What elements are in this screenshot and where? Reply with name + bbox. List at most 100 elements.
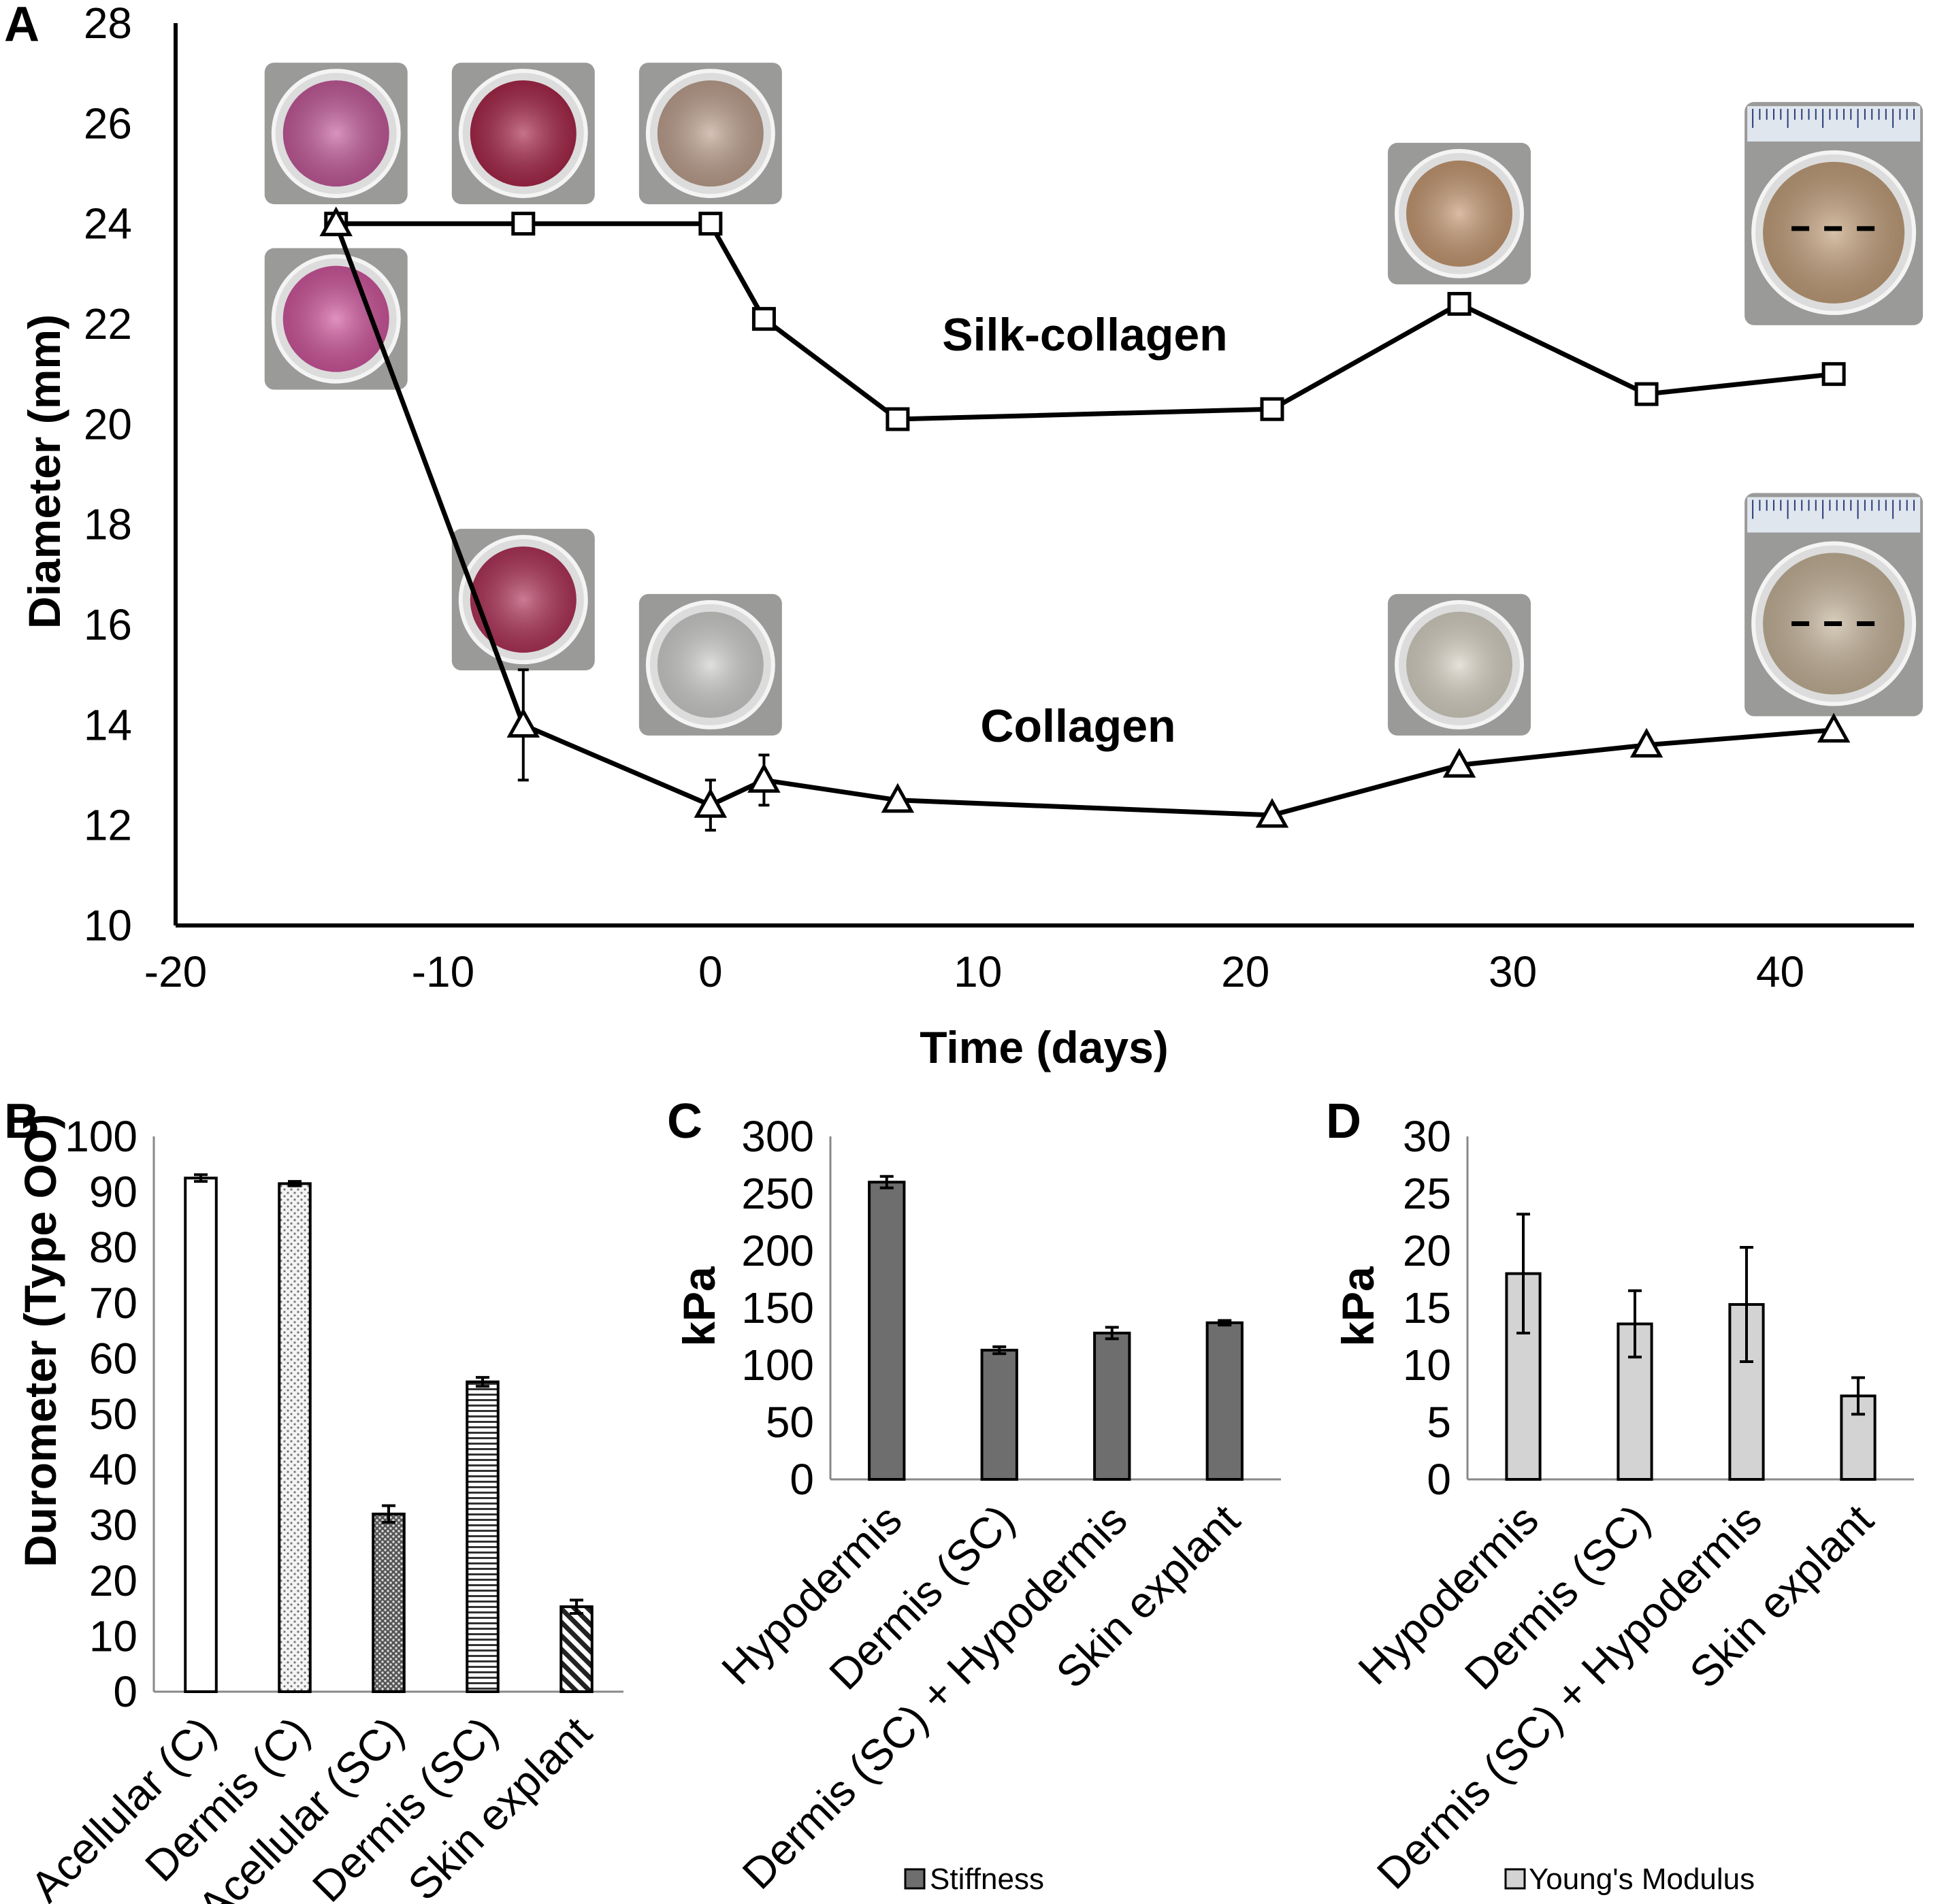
data-point xyxy=(1260,397,1284,421)
legend-label-youngs-modulus: Young's Modulus xyxy=(1529,1862,1755,1896)
y-tick-label: 20 xyxy=(89,1556,137,1605)
y-tick-label: 15 xyxy=(1403,1283,1451,1332)
y-tick-label: 50 xyxy=(89,1390,137,1439)
well-shading xyxy=(657,611,764,718)
c-photo-day-42 xyxy=(1744,493,1923,717)
y-tick-label: 10 xyxy=(1403,1341,1451,1390)
data-point xyxy=(1821,362,1846,387)
panel-b-y-axis-title: Durometer (Type OO) xyxy=(15,1114,65,1567)
legend-stiffness: Stiffness xyxy=(904,1862,1044,1896)
panel-label-c: C xyxy=(667,1094,702,1149)
data-point xyxy=(694,788,728,818)
panel-a-x-tick-label: 30 xyxy=(1489,947,1537,996)
data-point xyxy=(751,307,776,331)
y-tick-label: 300 xyxy=(741,1112,814,1161)
data-point xyxy=(886,407,910,431)
series-silk-collagen xyxy=(324,212,1846,431)
sc-photo-day-minus7 xyxy=(451,63,595,205)
sc-photo-day-42 xyxy=(1744,101,1923,325)
y-tick-label: 10 xyxy=(89,1611,137,1660)
panel-a-series xyxy=(319,206,1851,832)
well-shading xyxy=(1763,161,1905,303)
panel-a-y-tick-label: 14 xyxy=(84,700,132,749)
well-shading xyxy=(1406,160,1513,267)
panel-a-y-tick-label: 24 xyxy=(84,199,132,248)
y-tick-label: 80 xyxy=(89,1223,137,1272)
y-tick-label: 40 xyxy=(89,1445,137,1494)
bar-skin-explant xyxy=(1205,1321,1244,1481)
panel-a-x-tick-label: -20 xyxy=(144,947,208,996)
y-tick-label: 30 xyxy=(89,1500,137,1549)
well-shading xyxy=(282,80,389,187)
series-collagen xyxy=(319,206,1851,832)
y-tick-label: 0 xyxy=(790,1455,814,1504)
bar-dermis-sc-hypodermis xyxy=(1093,1331,1131,1481)
panel-a-x-tick-label: 10 xyxy=(954,947,1002,996)
panel-a-y-tick-label: 18 xyxy=(84,500,132,549)
panel-c-y-axis-title: kPa xyxy=(674,1266,724,1347)
y-tick-label: 200 xyxy=(741,1226,814,1275)
bar-hypodermis xyxy=(868,1181,906,1481)
bar-acellular-c xyxy=(184,1177,218,1693)
y-tick-label: 90 xyxy=(89,1168,137,1217)
panel-a-y-tick-label: 12 xyxy=(84,801,132,850)
series-label-collagen: Collagen xyxy=(980,700,1175,752)
data-point xyxy=(747,763,781,793)
y-tick-label: 150 xyxy=(741,1283,814,1332)
bar-dermis-sc xyxy=(980,1349,1018,1481)
data-point xyxy=(1442,748,1476,778)
well-shading xyxy=(657,80,764,187)
bar-dermis-sc xyxy=(1617,1322,1653,1481)
c-photo-day-28 xyxy=(1388,593,1531,736)
panel-a-y-tick-label: 28 xyxy=(84,0,132,48)
panel-a-x-axis-title: Time (days) xyxy=(920,1022,1169,1072)
sc-photo-day-0 xyxy=(638,63,782,205)
c-photo-day-minus14 xyxy=(264,248,408,390)
well-shading xyxy=(470,80,577,187)
data-point xyxy=(511,212,536,236)
panel-d-y-axis-title: kPa xyxy=(1333,1266,1383,1347)
bar-dermis-c xyxy=(278,1182,312,1693)
bar-skin-explant xyxy=(559,1605,594,1694)
panel-a-y-tick-label: 10 xyxy=(84,901,132,950)
panel-b-bar-chart: Durometer (Type OO) 0 10 20 30 40 50 60 70 80 90 1… xyxy=(15,1112,623,1904)
y-tick-label: 25 xyxy=(1403,1169,1451,1218)
panel-a-line-chart: 10 12 14 16 18 20 22 24 26 28 -20 -10 0 10 20 30 40 Silk… xyxy=(19,0,1923,1072)
well-shading xyxy=(470,546,577,653)
panel-d-bar-chart: kPa Young's Modulus 051015202530Hypoderm… xyxy=(1333,1112,1914,1899)
y-tick-label: 30 xyxy=(1403,1112,1451,1161)
sc-photo-day-28 xyxy=(1388,142,1531,284)
bar-dermis-sc xyxy=(466,1380,500,1693)
y-tick-label: 20 xyxy=(1403,1226,1451,1275)
y-tick-label: 0 xyxy=(1427,1455,1451,1504)
y-tick-label: 100 xyxy=(65,1112,137,1161)
panel-a-axes: 10 12 14 16 18 20 22 24 26 28 -20 -10 0 10 20 30 40 xyxy=(84,0,1914,996)
panel-label-a: A xyxy=(4,0,39,52)
well-shading xyxy=(1406,611,1513,718)
ruler xyxy=(1747,497,1921,533)
y-tick-label: 50 xyxy=(766,1398,814,1447)
legend-youngs-modulus: Young's Modulus xyxy=(1504,1862,1755,1896)
y-tick-label: 0 xyxy=(113,1667,137,1716)
panel-a-y-tick-label: 26 xyxy=(84,99,132,148)
data-point xyxy=(881,783,915,813)
bar-acellular-sc xyxy=(372,1512,406,1693)
data-point xyxy=(1634,382,1659,406)
sc-photo-day-minus14 xyxy=(264,63,408,205)
panel-label-d: D xyxy=(1326,1094,1361,1149)
panel-a-y-tick-label: 20 xyxy=(84,399,132,448)
series-label-silk-collagen: Silk-collagen xyxy=(942,309,1227,361)
panel-label-b: B xyxy=(4,1094,39,1149)
y-tick-label: 60 xyxy=(89,1334,137,1383)
legend-label-stiffness: Stiffness xyxy=(930,1862,1044,1896)
c-photo-day-0 xyxy=(638,593,782,736)
data-point xyxy=(1629,727,1663,758)
panel-a-photos xyxy=(264,63,1923,736)
panel-a-y-tick-label: 22 xyxy=(84,299,132,348)
data-point xyxy=(698,212,723,236)
panel-a-y-tick-label: 16 xyxy=(84,600,132,649)
data-point xyxy=(1817,712,1851,743)
y-tick-label: 70 xyxy=(89,1279,137,1328)
panel-a-y-axis-title: Diameter (mm) xyxy=(19,314,69,629)
